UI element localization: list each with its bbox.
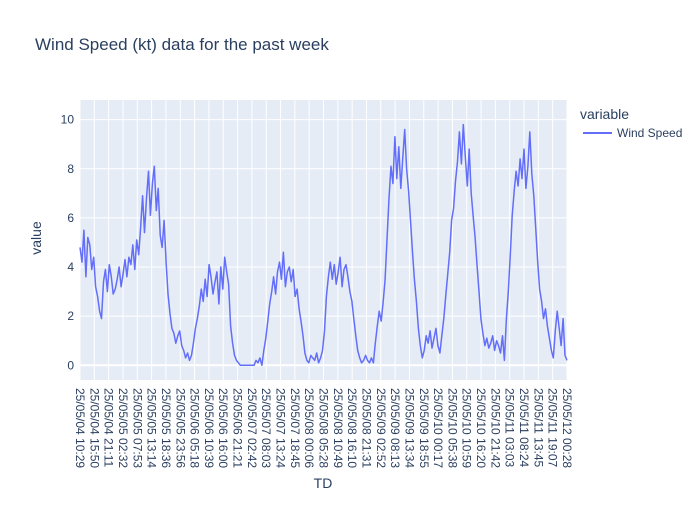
x-tick-label: 25/05/11 19:07: [546, 388, 560, 468]
x-tick-label: 25/05/06 10:39: [202, 388, 216, 468]
x-tick-label: 25/05/07 02:42: [245, 388, 259, 468]
x-tick-label: 25/05/09 18:55: [417, 388, 431, 468]
x-tick-label: 25/05/07 08:03: [259, 388, 273, 468]
x-tick-label: 25/05/05 13:14: [145, 388, 159, 468]
x-tick-label: 25/05/09 08:13: [388, 388, 402, 468]
series-line-wind-speed[interactable]: [79, 123, 568, 367]
x-tick-label: 25/05/06 16:00: [216, 388, 230, 468]
y-tick-label: 2: [67, 309, 74, 323]
x-tick-label: 25/05/06 21:21: [231, 388, 245, 468]
y-tick-label: 0: [67, 358, 74, 372]
legend-label: Wind Speed: [617, 126, 682, 140]
legend: variable Wind Speed: [580, 106, 682, 140]
x-tick-label: 25/05/08 00:06: [302, 388, 316, 468]
legend-title: variable: [580, 106, 629, 122]
x-tick-label: 25/05/12 00:28: [560, 388, 574, 468]
x-tick-label: 25/05/10 10:59: [460, 388, 474, 468]
x-tick-label: 25/05/05 18:36: [159, 388, 173, 468]
x-tick-label: 25/05/05 23:56: [173, 388, 187, 468]
x-tick-label: 25/05/05 07:53: [130, 388, 144, 468]
x-tick-label: 25/05/11 08:24: [517, 388, 531, 468]
x-tick-label: 25/05/04 15:50: [87, 388, 101, 468]
y-tick-labels: 0 2 4 6 8 10: [61, 113, 75, 373]
y-tick-label: 6: [67, 211, 74, 225]
y-tick-label: 8: [67, 162, 74, 176]
y-tick-label: 4: [67, 260, 74, 274]
y-tick-label: 10: [61, 113, 75, 127]
y-axis-title: value: [28, 221, 44, 255]
x-tick-label: 25/05/10 00:17: [431, 388, 445, 468]
x-tick-label: 25/05/04 10:29: [73, 388, 87, 468]
x-tick-label: 25/05/10 05:38: [445, 388, 459, 468]
legend-item-wind-speed[interactable]: Wind Speed: [583, 126, 682, 140]
x-tick-label: 25/05/10 21:42: [488, 388, 502, 468]
x-tick-label: 25/05/04 21:11: [102, 388, 116, 468]
x-tick-label: 25/05/05 02:32: [116, 388, 130, 468]
x-tick-label: 25/05/06 05:18: [188, 388, 202, 468]
x-tick-label: 25/05/09 02:52: [374, 388, 388, 468]
x-tick-label: 25/05/08 05:28: [317, 388, 331, 468]
x-tick-label: 25/05/09 13:34: [402, 388, 416, 468]
x-tick-labels: 25/05/04 10:29 25/05/04 15:50 25/05/04 21:…: [73, 388, 574, 468]
x-tick-label: 25/05/08 16:10: [345, 388, 359, 468]
x-tick-label: 25/05/07 18:45: [288, 388, 302, 468]
chart-title: Wind Speed (kt) data for the past week: [35, 35, 329, 54]
x-tick-label: 25/05/10 16:20: [474, 388, 488, 468]
x-tick-label: 25/05/08 10:49: [331, 388, 345, 468]
x-tick-label: 25/05/08 21:31: [359, 388, 373, 468]
series-layer: [79, 123, 568, 367]
x-axis-title: TD: [314, 475, 333, 491]
x-gridlines: [79, 100, 568, 380]
x-tick-label: 25/05/11 03:03: [503, 388, 517, 468]
x-tick-label: 25/05/11 13:45: [531, 388, 545, 468]
x-tick-label: 25/05/07 13:24: [274, 388, 288, 468]
